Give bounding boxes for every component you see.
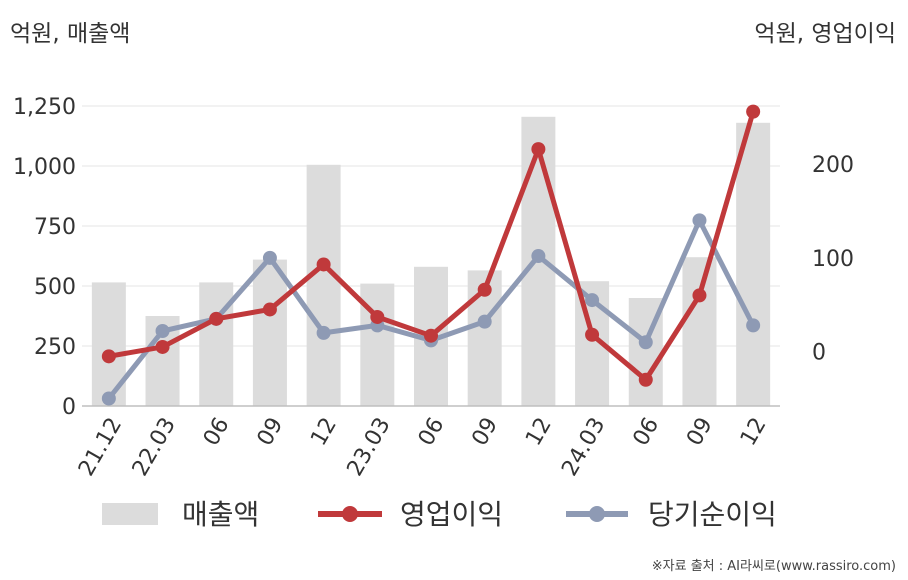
operating-profit-point bbox=[531, 142, 546, 157]
x-tick-label: 09 bbox=[467, 414, 503, 451]
profit-lines bbox=[101, 104, 761, 406]
operating-profit-point bbox=[155, 339, 170, 354]
left-tick-label: 250 bbox=[34, 335, 76, 360]
left-axis-unit-label: 억원, 매출액 bbox=[10, 21, 131, 47]
left-tick-label: 1,250 bbox=[13, 95, 76, 120]
x-tick-label: 09 bbox=[682, 414, 718, 451]
left-tick-label: 750 bbox=[34, 215, 76, 240]
operating-profit-point bbox=[746, 104, 761, 119]
operating-profit-point bbox=[370, 309, 385, 324]
legend-label-operating-profit: 영업이익 bbox=[400, 498, 503, 531]
net-income-point bbox=[531, 249, 546, 263]
x-tick-label: 06 bbox=[629, 414, 665, 451]
legend-bar-swatch bbox=[102, 503, 158, 525]
legend-label-net-income: 당기순이익 bbox=[648, 498, 777, 531]
net-income-point bbox=[101, 391, 116, 406]
net-income-point bbox=[585, 293, 600, 308]
legend-label-revenue: 매출액 bbox=[182, 498, 259, 531]
net-income-point bbox=[262, 250, 277, 265]
operating-profit-point bbox=[209, 311, 224, 326]
x-tick-label: 12 bbox=[306, 414, 342, 451]
legend-operating-profit-marker bbox=[342, 506, 358, 522]
net-income-point bbox=[638, 335, 653, 350]
x-tick-label: 12 bbox=[521, 414, 557, 451]
operating-profit-point bbox=[316, 257, 331, 272]
revenue-bar bbox=[199, 282, 234, 406]
net-income-point bbox=[477, 314, 492, 329]
operating-profit-point bbox=[101, 349, 116, 364]
operating-profit-point bbox=[585, 327, 600, 342]
left-tick-label: 1,000 bbox=[13, 155, 76, 180]
right-axis-unit-label: 억원, 영업이익 bbox=[754, 21, 896, 47]
right-tick-label: 100 bbox=[812, 247, 854, 272]
right-tick-label: 200 bbox=[812, 153, 854, 178]
operating-profit-point bbox=[692, 288, 707, 303]
revenue-bar bbox=[682, 257, 717, 406]
legend: 매출액 영업이익 당기순이익 bbox=[102, 498, 777, 531]
right-tick-label: 0 bbox=[812, 341, 826, 366]
x-tick-label: 22.03 bbox=[128, 414, 181, 481]
x-tick-label: 09 bbox=[253, 414, 289, 451]
operating-profit-point bbox=[638, 372, 653, 387]
revenue-bar bbox=[252, 259, 287, 406]
x-tick-label: 24.03 bbox=[557, 414, 610, 481]
left-tick-label: 0 bbox=[62, 395, 76, 420]
x-tick-label: 21.12 bbox=[74, 414, 127, 481]
left-tick-label: 500 bbox=[34, 275, 76, 300]
net-income-point bbox=[316, 325, 331, 340]
net-income-point bbox=[155, 324, 170, 338]
revenue-bar bbox=[736, 122, 771, 407]
net-income-point bbox=[746, 318, 761, 333]
x-tick-label: 23.03 bbox=[343, 414, 396, 481]
x-tick-label: 06 bbox=[199, 414, 235, 451]
revenue-bar bbox=[306, 164, 341, 406]
revenue-bars bbox=[91, 116, 771, 407]
operating-profit-point bbox=[424, 328, 438, 343]
operating-profit-point bbox=[262, 302, 277, 317]
source-credit: ※자료 출처 : AI라씨로(www.rassiro.com) bbox=[651, 559, 896, 574]
x-tick-label: 12 bbox=[736, 414, 772, 451]
x-tick-label: 06 bbox=[414, 414, 450, 451]
operating-profit-point bbox=[477, 282, 492, 297]
net-income-point bbox=[692, 213, 707, 228]
legend-net-income-marker bbox=[589, 506, 605, 522]
